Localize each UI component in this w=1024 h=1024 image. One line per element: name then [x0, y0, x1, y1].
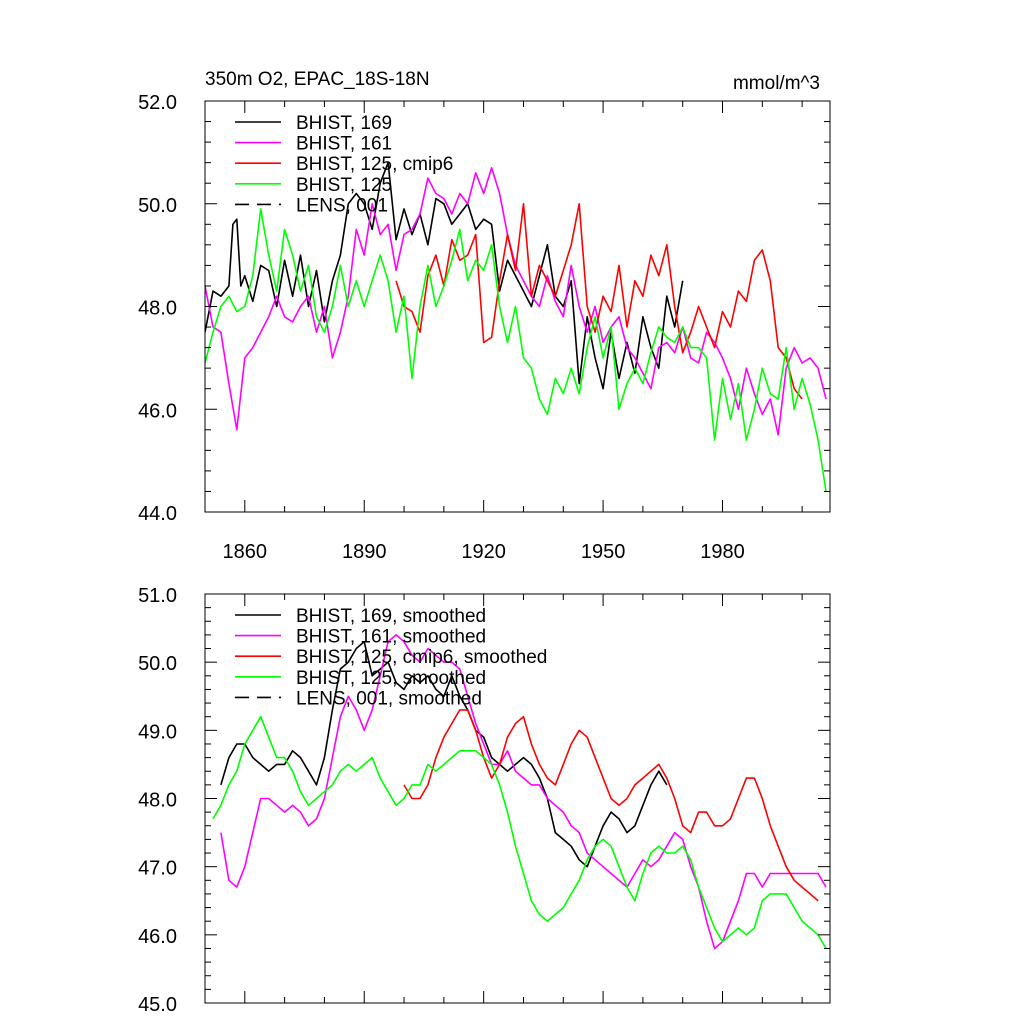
legend-label: BHIST, 169, smoothed	[296, 606, 486, 627]
series-line-bhist-161-smoothed	[220, 634, 827, 950]
y-tick-label: 52.0	[138, 92, 177, 114]
y-tick-label: 46.0	[138, 926, 177, 948]
legend-label: BHIST, 125, cmip6, smoothed	[296, 647, 547, 668]
y-tick-label: 46.0	[138, 400, 177, 422]
x-tick-label: 1890	[342, 541, 387, 563]
plot-area	[212, 634, 827, 950]
chart-units: mmol/m^3	[733, 73, 820, 94]
y-tick-label: 49.0	[138, 721, 177, 743]
series-line-bhist-169	[205, 161, 684, 390]
legend-label: BHIST, 161, smoothed	[296, 627, 486, 648]
series-line-bhist-125-smoothed	[212, 715, 827, 949]
series-line-bhist-125	[205, 208, 827, 492]
legend-label: BHIST, 161	[296, 134, 392, 155]
y-tick-label: 47.0	[138, 858, 177, 880]
legend-label: BHIST, 125, cmip6	[296, 154, 453, 175]
y-tick-label: 50.0	[138, 195, 177, 217]
x-tick-label: 1950	[581, 541, 626, 563]
plot-area	[205, 161, 827, 492]
y-tick-label: 51.0	[138, 585, 177, 607]
y-tick-label: 48.0	[138, 790, 177, 812]
series-line-bhist-169-smoothed	[220, 640, 668, 868]
x-tick-label: 1860	[223, 541, 268, 563]
legend-label: BHIST, 125	[296, 175, 392, 196]
chart-title: 350m O2, EPAC_18S-18N	[205, 69, 430, 90]
x-tick-label: 1920	[461, 541, 506, 563]
legend-label: BHIST, 169	[296, 113, 392, 134]
panel-1: 44.0 46.0 48.0 50.0 52.0 1860 1890 1920 1950 1980…	[138, 69, 831, 563]
y-tick-label: 44.0	[138, 503, 177, 525]
series-line-bhist-125-cmip6-smoothed	[403, 709, 819, 902]
y-tick-label: 50.0	[138, 653, 177, 675]
x-tick-label: 1980	[700, 541, 745, 563]
y-tick-label: 45.0	[138, 994, 177, 1016]
panel-2: 45.0 46.0 47.0 48.0 49.0 50.0 51.0 BHIST, 169, …	[138, 585, 831, 1016]
legend-label: LENS, 001	[296, 195, 388, 216]
legend-label: LENS, 001, smoothed	[296, 688, 482, 709]
legend-label: BHIST, 125, smoothed	[296, 668, 486, 689]
y-tick-label: 48.0	[138, 298, 177, 320]
series-line-bhist-125-cmip6	[395, 203, 803, 400]
